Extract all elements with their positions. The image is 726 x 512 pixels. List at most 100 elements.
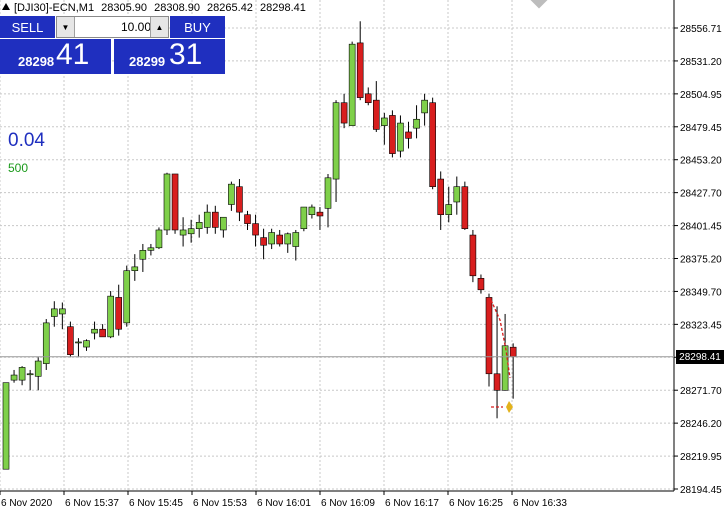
price-axis-label: 28427.70 — [680, 189, 722, 200]
bull-candle — [220, 216, 227, 231]
ohlc-close: 28298.41 — [260, 2, 306, 14]
sell-price-pips: 41 — [56, 38, 90, 71]
bear-candle — [252, 223, 259, 236]
price-axis-label: 28246.20 — [680, 419, 722, 430]
bull-candle — [10, 374, 18, 381]
price-axis-label: 28401.45 — [680, 222, 722, 233]
price-axis-label: 28323.45 — [680, 320, 722, 331]
bear-candle — [260, 237, 267, 246]
bull-candle — [163, 173, 171, 231]
bull-candle — [397, 122, 404, 152]
bear-candle — [372, 99, 380, 130]
bear-candle — [485, 297, 493, 375]
price-axis-label: 28531.20 — [680, 57, 722, 68]
bear-candle — [469, 234, 477, 277]
bull-candle — [228, 183, 235, 205]
bull-candle — [91, 328, 98, 334]
bear-candle — [67, 326, 74, 355]
lot-decrease-icon[interactable]: ▼ — [57, 17, 75, 37]
bear-candle — [340, 102, 348, 124]
ohlc-high: 28308.90 — [154, 2, 200, 14]
price-axis-label: 28453.20 — [680, 156, 722, 167]
sell-price-button[interactable]: 28298 41 — [0, 38, 111, 74]
bull-candle — [324, 177, 332, 209]
bear-candle — [236, 186, 243, 213]
buy-price-prefix: 28299 — [129, 54, 166, 69]
bull-candle — [2, 382, 10, 470]
bear-candle — [389, 115, 396, 154]
volume-value: 500 — [8, 161, 29, 175]
bull-candle — [292, 232, 300, 247]
bull-candle — [332, 102, 340, 180]
bull-candle — [18, 367, 26, 381]
bear-candle — [316, 211, 324, 217]
bull-candle — [413, 118, 420, 129]
bull-candle — [187, 228, 195, 235]
lot-increase-icon[interactable]: ▲ — [150, 17, 168, 37]
bear-candle — [364, 93, 372, 104]
bear-candle — [356, 42, 364, 98]
bull-candle — [348, 43, 356, 126]
bear-candle — [493, 373, 501, 391]
bull-candle — [107, 295, 114, 338]
current-price-tag: 28298.41 — [676, 350, 724, 364]
bull-candle — [26, 373, 34, 376]
bull-candle — [421, 99, 428, 114]
bull-candle — [139, 250, 147, 260]
lot-size-input[interactable] — [75, 18, 153, 36]
bear-candle — [437, 178, 445, 215]
bear-candle — [99, 328, 106, 338]
bear-candle — [405, 131, 412, 139]
bull-candle — [501, 345, 509, 391]
bull-candle — [300, 206, 308, 229]
time-axis-label: 6 Nov 2020 — [1, 498, 53, 509]
symbol-timeframe: [DJI30]-ECN,M1 — [14, 2, 95, 14]
bull-candle — [268, 232, 275, 245]
price-axis-label: 28271.70 — [680, 386, 722, 397]
bear-candle — [244, 214, 251, 224]
price-axis-label: 28479.45 — [680, 123, 722, 134]
price-axis-label: 28219.95 — [680, 452, 722, 463]
collapse-triangle-icon[interactable] — [2, 3, 10, 10]
trade-path-line — [490, 299, 511, 379]
bull-candle — [131, 266, 139, 271]
bear-candle — [477, 278, 485, 291]
bull-candle — [381, 117, 388, 126]
price-axis-label: 28349.70 — [680, 287, 722, 298]
lot-size-control: ▼ ▲ — [56, 16, 169, 38]
bull-candle — [42, 322, 50, 364]
price-axis-label: 28504.95 — [680, 90, 722, 101]
sell-button[interactable]: SELL — [0, 16, 55, 38]
bull-candle — [203, 211, 211, 228]
time-axis-label: 6 Nov 16:01 — [257, 498, 311, 509]
bull-candle — [59, 308, 66, 315]
bull-candle — [445, 204, 453, 215]
sell-price-prefix: 28298 — [18, 54, 55, 69]
ohlc-open: 28305.90 — [101, 2, 148, 14]
price-axis-label: 28556.71 — [680, 24, 722, 35]
time-axis-label: 6 Nov 16:09 — [321, 498, 375, 509]
chart-title-bar: [DJI30]-ECN,M1 28305.90 28308.90 28265.4… — [2, 2, 310, 14]
time-axis-label: 6 Nov 16:33 — [513, 498, 567, 509]
bear-candle — [276, 234, 284, 245]
time-axis-label: 6 Nov 15:53 — [193, 498, 247, 509]
bull-candle — [50, 308, 58, 317]
bull-candle — [123, 270, 131, 324]
sell-arrow-icon — [487, 297, 493, 303]
buy-button[interactable]: BUY — [170, 16, 225, 38]
bull-candle — [453, 186, 461, 203]
price-axis-label: 28194.45 — [680, 485, 722, 496]
bull-candle — [34, 360, 42, 377]
bull-candle — [284, 233, 292, 245]
buy-price-button[interactable]: 28299 31 — [114, 38, 225, 74]
bear-candle — [212, 211, 219, 228]
spread-value: 0.04 — [8, 130, 45, 151]
time-axis-label: 6 Nov 16:25 — [449, 498, 503, 509]
bull-candle — [195, 222, 203, 229]
bear-candle — [429, 102, 436, 188]
ohlc-low: 28265.42 — [207, 2, 253, 14]
bear-candle — [509, 346, 517, 358]
time-axis-label: 6 Nov 16:17 — [385, 498, 439, 509]
